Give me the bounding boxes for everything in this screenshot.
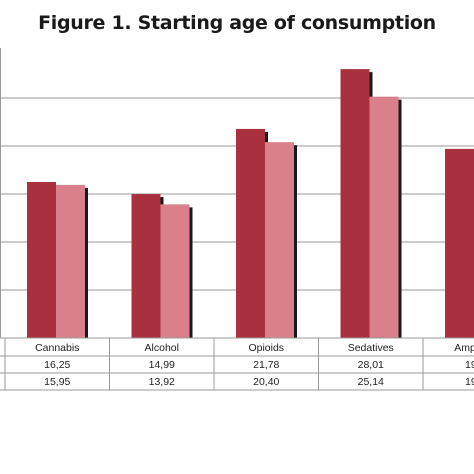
table-header-cell: Sedatives	[348, 342, 394, 354]
bar	[236, 128, 265, 338]
bar	[27, 182, 56, 338]
table-header-cell: Alcohol	[145, 342, 179, 354]
bar	[160, 204, 190, 338]
table-value-cell: 25,14	[358, 376, 384, 388]
table-value-cell: 13,92	[149, 376, 175, 388]
bar	[445, 148, 474, 338]
table-value-cell: 15,95	[44, 376, 70, 388]
table-value-cell: 21,78	[253, 359, 279, 371]
table-value-cell: 20,40	[253, 376, 279, 388]
table-value-cell: 28,01	[358, 359, 384, 371]
table-value-cell: 19,0	[465, 376, 474, 388]
table-header-cell: Opioids	[248, 342, 284, 354]
table-header-cell: Cannabis	[35, 342, 79, 354]
table-value-cell: 16,25	[44, 359, 70, 371]
bar	[340, 69, 370, 338]
table-value-cell: 19,7	[465, 359, 474, 371]
table-header-cell: Ampheta	[454, 342, 474, 354]
bar	[265, 142, 294, 338]
chart-title: Figure 1. Starting age of consumption	[38, 12, 436, 34]
table-value-cell: 14,99	[149, 359, 175, 371]
bar	[131, 194, 161, 338]
bar	[369, 96, 399, 338]
bar	[56, 184, 85, 338]
